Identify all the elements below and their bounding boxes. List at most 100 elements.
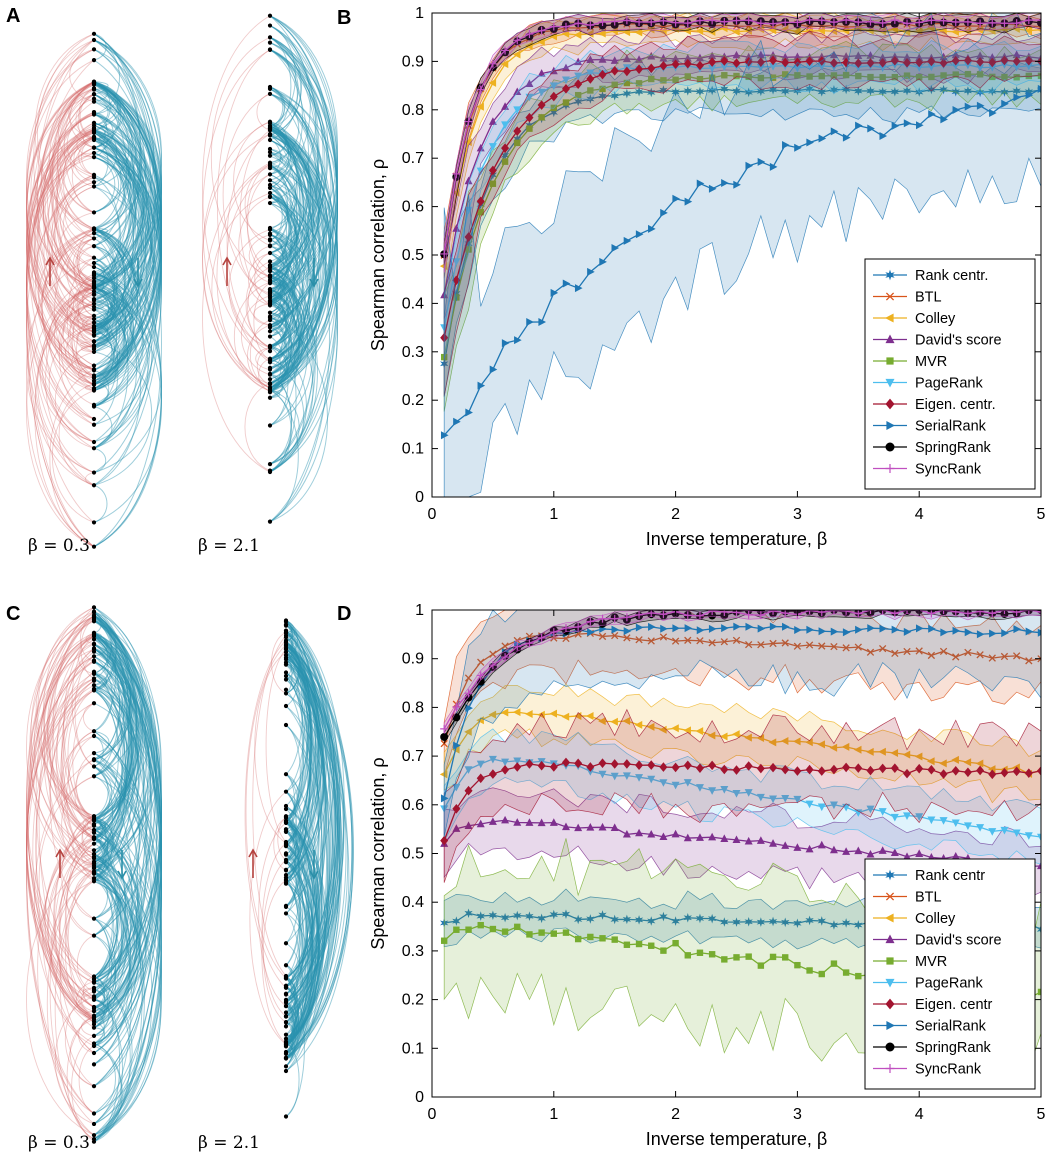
- edge-blue: [285, 645, 328, 1067]
- legend-label: David's score: [915, 333, 1002, 349]
- edge-blue: [93, 82, 143, 247]
- edge-blue: [93, 612, 158, 1019]
- edge-blue: [269, 324, 297, 473]
- marker-triangle-left: [659, 725, 667, 734]
- edge-blue: [93, 632, 129, 822]
- edge-blue: [93, 611, 113, 675]
- marker-triangle-up: [842, 52, 851, 60]
- edge-blue: [93, 871, 131, 1037]
- edge-red: [75, 345, 95, 370]
- edge-blue: [285, 659, 337, 1017]
- marker-diamond: [915, 57, 924, 68]
- edge-blue: [93, 306, 129, 382]
- edge-red: [28, 82, 95, 426]
- marker-triangle-down: [1000, 826, 1009, 835]
- marker-diamond: [885, 998, 895, 1010]
- marker-star: [805, 915, 814, 926]
- edge-blue: [269, 195, 329, 393]
- up-arrow-icon: [248, 848, 258, 878]
- y-tick-label: 0.1: [402, 441, 424, 458]
- edge-blue: [285, 881, 306, 1036]
- edge-blue: [285, 632, 294, 653]
- marker-square: [782, 954, 789, 961]
- marker-triangle-right: [818, 627, 827, 636]
- edge-blue: [93, 615, 161, 1020]
- edge-blue: [269, 202, 292, 254]
- marker-square: [599, 935, 606, 942]
- marker-square: [733, 954, 740, 961]
- edge-red: [233, 121, 271, 241]
- edge-blue: [285, 651, 330, 1042]
- marker-triangle-right: [842, 133, 851, 142]
- edge-blue: [269, 15, 338, 399]
- node: [91, 87, 97, 92]
- edge-blue: [93, 678, 133, 820]
- edge-red: [76, 130, 95, 158]
- edge-blue: [93, 59, 162, 449]
- y-tick-label: 0.8: [402, 699, 424, 716]
- marker-square: [903, 72, 911, 79]
- edge-red: [202, 133, 271, 389]
- edge-blue: [93, 245, 116, 288]
- node: [91, 866, 97, 871]
- edge-blue: [285, 647, 310, 861]
- edge-blue: [93, 648, 147, 863]
- edge-red: [74, 655, 95, 767]
- marker-star: [866, 86, 875, 96]
- edge-blue: [285, 859, 313, 1040]
- marker-triangle-left: [464, 727, 472, 736]
- marker-triangle-up: [586, 55, 595, 64]
- edge-blue: [285, 651, 339, 1047]
- marker-triangle-up: [829, 50, 838, 59]
- marker-triangle-down: [586, 768, 595, 776]
- edge-blue: [285, 830, 310, 987]
- edge-blue: [269, 184, 290, 269]
- edge-blue: [93, 114, 158, 330]
- edge-red: [26, 147, 95, 426]
- marker-plus: [440, 724, 449, 733]
- edge-blue: [93, 186, 155, 370]
- edge-blue: [285, 654, 343, 1059]
- edge-blue: [269, 179, 298, 302]
- marker-star: [829, 920, 839, 930]
- marker-plus: [878, 19, 887, 28]
- edge-blue: [285, 828, 296, 885]
- edge-blue: [93, 672, 134, 879]
- confidence-band: [443, 610, 1041, 837]
- edge-blue: [269, 261, 297, 347]
- marker-triangle-up: [793, 843, 802, 851]
- edge-blue: [285, 1005, 295, 1023]
- edge-blue: [93, 232, 118, 327]
- edge-blue: [93, 818, 109, 880]
- marker-triangle-left: [744, 733, 752, 742]
- edge-blue: [93, 228, 135, 336]
- marker-diamond: [903, 768, 912, 779]
- marker-diamond: [452, 275, 461, 286]
- node: [283, 1044, 289, 1049]
- edge-blue: [93, 688, 140, 851]
- edge-blue: [93, 132, 122, 229]
- edge-blue: [93, 299, 125, 382]
- marker-x: [489, 650, 497, 658]
- series-markers: [440, 70, 1041, 361]
- edge-blue: [269, 129, 289, 175]
- edge-blue: [285, 854, 314, 1059]
- edge-red: [80, 616, 95, 663]
- edge-blue: [285, 724, 329, 1046]
- node: [267, 232, 273, 237]
- node: [267, 153, 273, 158]
- edge-blue: [285, 632, 338, 1001]
- edge-blue: [269, 36, 338, 473]
- marker-square: [526, 125, 533, 132]
- edge-red: [26, 136, 95, 420]
- edge-red: [66, 237, 95, 308]
- marker-triangle-up: [829, 845, 838, 854]
- marker-triangle-up: [647, 829, 656, 838]
- marker-square: [440, 937, 448, 944]
- node: [283, 881, 289, 886]
- marker-triangle-up: [1037, 861, 1041, 870]
- edge-blue: [285, 651, 328, 1044]
- edge-blue: [93, 661, 133, 822]
- edge-red: [69, 87, 95, 149]
- edge-blue: [269, 195, 280, 204]
